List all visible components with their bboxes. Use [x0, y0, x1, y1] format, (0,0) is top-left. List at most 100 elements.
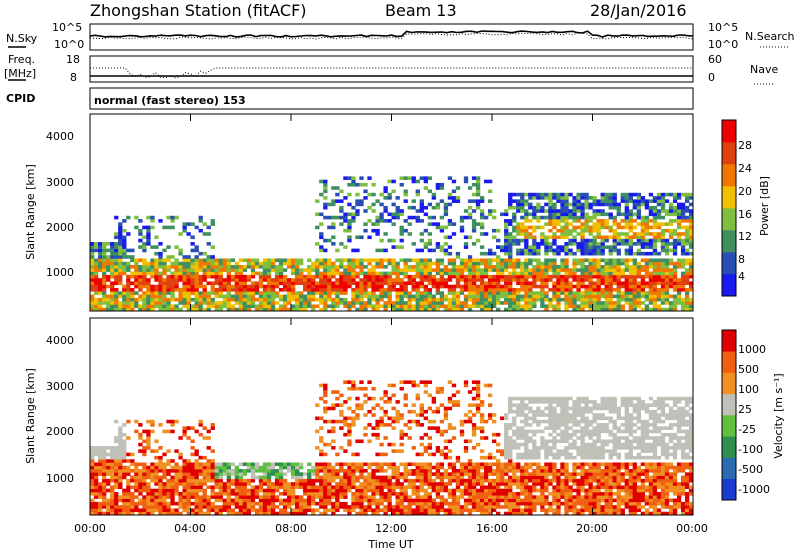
power-cell — [484, 258, 488, 262]
power-cell — [665, 249, 669, 253]
power-cell — [520, 278, 524, 282]
velocity-cell — [146, 502, 150, 506]
power-cell — [649, 199, 653, 203]
velocity-cell — [468, 462, 472, 466]
power-cell — [673, 219, 677, 223]
power-cell — [327, 281, 331, 285]
power-cell — [110, 304, 114, 308]
power-cell — [199, 295, 203, 299]
power-cell — [629, 298, 633, 302]
power-cell — [597, 275, 601, 279]
velocity-cell — [126, 453, 130, 457]
power-cell — [211, 268, 215, 272]
power-cell — [532, 229, 536, 233]
power-cell — [343, 285, 347, 289]
power-cell — [134, 278, 138, 282]
power-cell — [472, 258, 476, 262]
power-cell — [182, 268, 186, 272]
power-cell — [219, 272, 223, 276]
power-cell — [335, 272, 339, 276]
power-cell — [649, 275, 653, 279]
velocity-cell — [404, 508, 408, 512]
velocity-cell — [359, 403, 363, 407]
velocity-cell — [476, 489, 480, 493]
power-cell — [279, 258, 283, 262]
power-cell — [516, 222, 520, 226]
power-cell — [492, 258, 496, 262]
power-cell — [657, 298, 661, 302]
velocity-cell — [203, 476, 207, 480]
velocity-cell — [154, 482, 158, 486]
power-cell — [343, 213, 347, 217]
power-cell — [375, 216, 379, 220]
power-cell — [114, 298, 118, 302]
power-cell — [94, 242, 98, 246]
power-cell — [283, 304, 287, 308]
power-cell — [215, 278, 219, 282]
power-cell — [673, 196, 677, 200]
velocity-cell — [207, 469, 211, 473]
velocity-cell — [279, 476, 283, 480]
power-cell — [191, 235, 195, 239]
power-cell — [524, 295, 528, 299]
velocity-cell — [174, 482, 178, 486]
power-cell — [383, 304, 387, 308]
velocity-cell — [207, 502, 211, 506]
power-cell — [480, 268, 484, 272]
velocity-cell — [255, 502, 259, 506]
velocity-cell — [195, 495, 199, 499]
power-cell — [548, 222, 552, 226]
power-cell — [371, 272, 375, 276]
power-cell — [584, 203, 588, 207]
velocity-cell — [440, 489, 444, 493]
power-cell — [396, 209, 400, 213]
power-cell — [146, 288, 150, 292]
velocity-cell — [416, 505, 420, 509]
velocity-cell — [215, 469, 219, 473]
power-cell — [166, 255, 170, 259]
power-cell — [223, 268, 227, 272]
power-cell — [211, 301, 215, 305]
power-cell — [637, 281, 641, 285]
velocity-cell — [299, 505, 303, 509]
power-cell — [520, 304, 524, 308]
velocity-cell — [351, 423, 355, 427]
velocity-cell — [142, 462, 146, 466]
power-cell — [307, 301, 311, 305]
power-cell — [343, 216, 347, 220]
velocity-cell — [138, 443, 142, 447]
velocity-cell — [387, 397, 391, 401]
power-cell — [597, 291, 601, 295]
power-cell — [122, 239, 126, 243]
power-cell — [661, 209, 665, 213]
velocity-cell — [118, 449, 122, 453]
power-cell — [669, 258, 673, 262]
velocity-cell — [295, 479, 299, 483]
power-cell — [331, 288, 335, 292]
velocity-cell — [448, 502, 452, 506]
velocity-cell — [339, 502, 343, 506]
velocity-cell — [355, 439, 359, 443]
power-cell — [146, 232, 150, 236]
power-cell — [464, 278, 468, 282]
power-cell — [243, 278, 247, 282]
power-cell — [239, 278, 243, 282]
power-cell — [536, 219, 540, 223]
power-cell — [400, 232, 404, 236]
power-cell — [331, 203, 335, 207]
velocity-cell — [432, 397, 436, 401]
power-cell — [673, 193, 677, 197]
power-cell — [552, 206, 556, 210]
power-cell — [118, 232, 122, 236]
velocity-cell — [408, 380, 412, 384]
power-cell — [367, 298, 371, 302]
power-cell — [681, 252, 685, 256]
velocity-cell — [472, 397, 476, 401]
power-cell — [548, 203, 552, 207]
power-cell — [432, 262, 436, 266]
power-cell — [122, 288, 126, 292]
power-cell — [625, 268, 629, 272]
power-cell — [448, 275, 452, 279]
power-cell — [520, 249, 524, 253]
velocity-cell — [138, 485, 142, 489]
